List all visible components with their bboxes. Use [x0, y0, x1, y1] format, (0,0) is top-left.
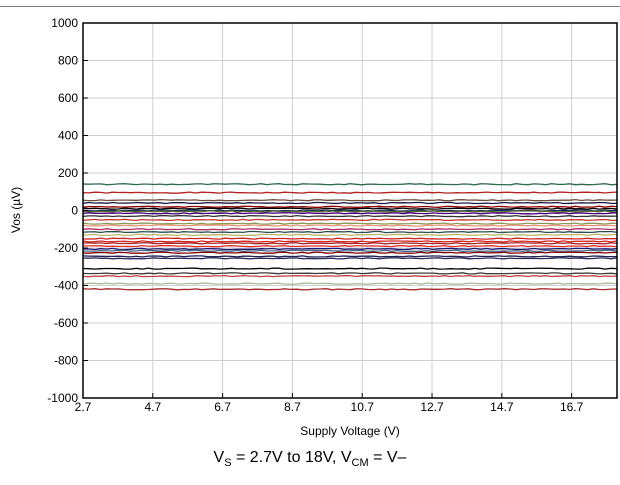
- x-tick-label: 2.7: [75, 400, 92, 414]
- series-line-12: [82, 224, 618, 227]
- caption-v: V: [213, 449, 225, 466]
- top-rule: [0, 6, 620, 7]
- series-line-9: [82, 214, 618, 218]
- series-line-27: [82, 274, 618, 278]
- y-axis-ticks: 1000 800 600 400 200 0 -200 -400 -600 -800 -1000: [47, 16, 88, 405]
- y-tick-label: -800: [54, 354, 78, 368]
- series-line-3: [82, 201, 617, 205]
- x-tick-label: 16.7: [560, 400, 584, 414]
- y-tick-label: 1000: [51, 16, 78, 30]
- caption-cm-sub: CM: [351, 457, 369, 470]
- y-axis-title: Vos (µV): [9, 187, 23, 233]
- chart: 1000 800 600 400 200 0 -200 -400 -600 -800 -1000 2…: [9, 16, 618, 438]
- y-tick-label: 200: [58, 166, 78, 180]
- caption-tail: = V–: [368, 449, 407, 466]
- y-tick-label: 600: [58, 91, 78, 105]
- y-tick-label: -600: [54, 316, 78, 330]
- x-tick-label: 4.7: [144, 400, 161, 414]
- y-tick-label: -200: [54, 241, 78, 255]
- series-line-5: [82, 207, 618, 210]
- series-line-7: [82, 210, 618, 213]
- x-tick-label: 12.7: [420, 400, 444, 414]
- x-axis-title: Supply Voltage (V): [300, 424, 399, 438]
- series-line-2: [82, 198, 618, 202]
- series-line-29: [82, 288, 618, 291]
- x-tick-label: 8.7: [284, 400, 301, 414]
- series-line-13: [82, 228, 618, 231]
- series-line-1: [82, 191, 618, 194]
- x-axis-ticks: 2.7 4.7 6.7 8.7 10.7 12.7 14.7 16.7: [75, 393, 584, 414]
- y-tick-label: 400: [58, 129, 78, 143]
- series-line-10: [82, 218, 618, 222]
- x-tick-label: 10.7: [351, 400, 375, 414]
- series-line-19: [82, 244, 618, 248]
- series-lines: [82, 183, 618, 291]
- series-line-21: [83, 249, 618, 253]
- x-tick-label: 6.7: [214, 400, 231, 414]
- series-line-14: [82, 230, 618, 234]
- series-line-24: [82, 257, 618, 260]
- series-line-17: [82, 240, 618, 243]
- series-line-15: [82, 233, 618, 237]
- x-tick-label: 14.7: [490, 400, 514, 414]
- series-line-26: [82, 272, 618, 275]
- series-line-25: [82, 267, 618, 270]
- caption: VS = 2.7V to 18V, VCM = V–: [0, 449, 620, 469]
- caption-s-sub: S: [224, 457, 232, 470]
- series-line-18: [82, 242, 618, 245]
- y-tick-label: -400: [54, 279, 78, 293]
- series-line-28: [82, 282, 618, 285]
- y-tick-label: -1000: [47, 391, 78, 405]
- series-line-8: [82, 212, 618, 215]
- series-line-23: [82, 255, 617, 258]
- series-line-0: [82, 183, 618, 186]
- series-line-20: [83, 247, 618, 251]
- series-line-16: [82, 237, 617, 240]
- caption-range: = 2.7V to 18V, V: [231, 449, 352, 466]
- series-line-22: [82, 251, 618, 254]
- series-line-4: [82, 205, 618, 208]
- y-tick-label: 0: [71, 204, 78, 218]
- series-line-11: [82, 222, 618, 225]
- y-tick-label: 800: [58, 54, 78, 68]
